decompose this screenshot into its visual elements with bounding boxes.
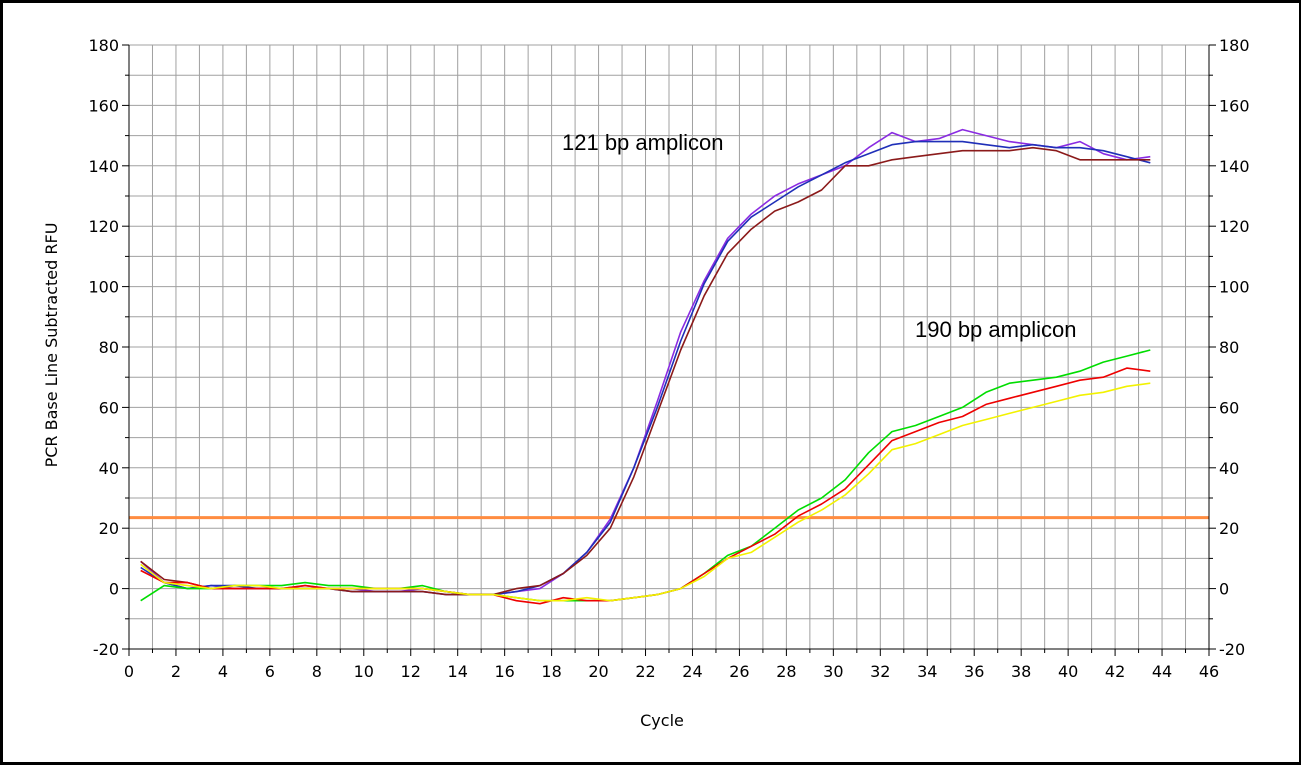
series-group bbox=[140, 128, 1151, 605]
x-tick-label: 32 bbox=[870, 662, 890, 681]
y-tick-label-left: 180 bbox=[88, 36, 119, 55]
y-tick-label-left: 160 bbox=[88, 96, 119, 115]
x-tick-label: 30 bbox=[823, 662, 843, 681]
y-tick-label-left: 80 bbox=[99, 338, 119, 357]
x-tick-label: 22 bbox=[635, 662, 655, 681]
y-tick-label-left: 100 bbox=[88, 278, 119, 297]
x-tick-label: 40 bbox=[1058, 662, 1078, 681]
y-tick-label-left: 140 bbox=[88, 157, 119, 176]
x-tick-label: 44 bbox=[1152, 662, 1172, 681]
x-tick-label: 20 bbox=[588, 662, 608, 681]
y-tick-label-right: 60 bbox=[1219, 398, 1239, 417]
y-tick-label-right: 20 bbox=[1219, 519, 1239, 538]
y-tick-label-left: -20 bbox=[93, 640, 119, 659]
y-tick-label-left: 20 bbox=[99, 519, 119, 538]
axes bbox=[122, 44, 1216, 656]
x-tick-label: 38 bbox=[1011, 662, 1031, 681]
window-edge bbox=[1299, 0, 1309, 765]
y-tick-label-right: 0 bbox=[1219, 580, 1229, 599]
x-tick-label: 46 bbox=[1199, 662, 1219, 681]
x-tick-label: 6 bbox=[265, 662, 275, 681]
y-tick-label-left: 60 bbox=[99, 398, 119, 417]
x-tick-label: 42 bbox=[1105, 662, 1125, 681]
annotation-190bp: 190 bp amplicon bbox=[915, 317, 1076, 342]
y-axis-title: PCR Base Line Subtracted RFU bbox=[42, 223, 61, 468]
x-tick-label: 8 bbox=[312, 662, 322, 681]
x-tick-label: 18 bbox=[541, 662, 561, 681]
x-tick-label: 14 bbox=[448, 662, 468, 681]
y-tick-label-left: 120 bbox=[88, 217, 119, 236]
tick-labels: 0 2 4 6 8 10 12 14 16 18 20 22 24 26 28 30 32 34 36 38 40 42 4… bbox=[88, 36, 1249, 681]
y-tick-label-right: -20 bbox=[1219, 640, 1245, 659]
x-tick-label: 10 bbox=[354, 662, 374, 681]
y-tick-label-right: 180 bbox=[1219, 36, 1250, 55]
x-tick-label: 4 bbox=[218, 662, 228, 681]
series-line-6 bbox=[140, 382, 1151, 602]
y-tick-label-right: 140 bbox=[1219, 157, 1250, 176]
x-tick-label: 0 bbox=[124, 662, 134, 681]
x-axis-title: Cycle bbox=[640, 711, 684, 730]
x-tick-label: 24 bbox=[682, 662, 702, 681]
annotation-121bp: 121 bp amplicon bbox=[562, 130, 723, 155]
x-tick-label: 36 bbox=[964, 662, 984, 681]
x-tick-label: 12 bbox=[401, 662, 421, 681]
y-tick-label-right: 40 bbox=[1219, 459, 1239, 478]
y-tick-label-right: 100 bbox=[1219, 278, 1250, 297]
x-tick-label: 28 bbox=[776, 662, 796, 681]
y-tick-label-right: 160 bbox=[1219, 96, 1250, 115]
x-tick-label: 26 bbox=[729, 662, 749, 681]
y-tick-label-right: 120 bbox=[1219, 217, 1250, 236]
y-tick-label-left: 0 bbox=[109, 580, 119, 599]
y-tick-label-right: 80 bbox=[1219, 338, 1239, 357]
y-tick-label-left: 40 bbox=[99, 459, 119, 478]
x-tick-label: 34 bbox=[917, 662, 937, 681]
x-tick-label: 2 bbox=[171, 662, 181, 681]
x-tick-label: 16 bbox=[494, 662, 514, 681]
